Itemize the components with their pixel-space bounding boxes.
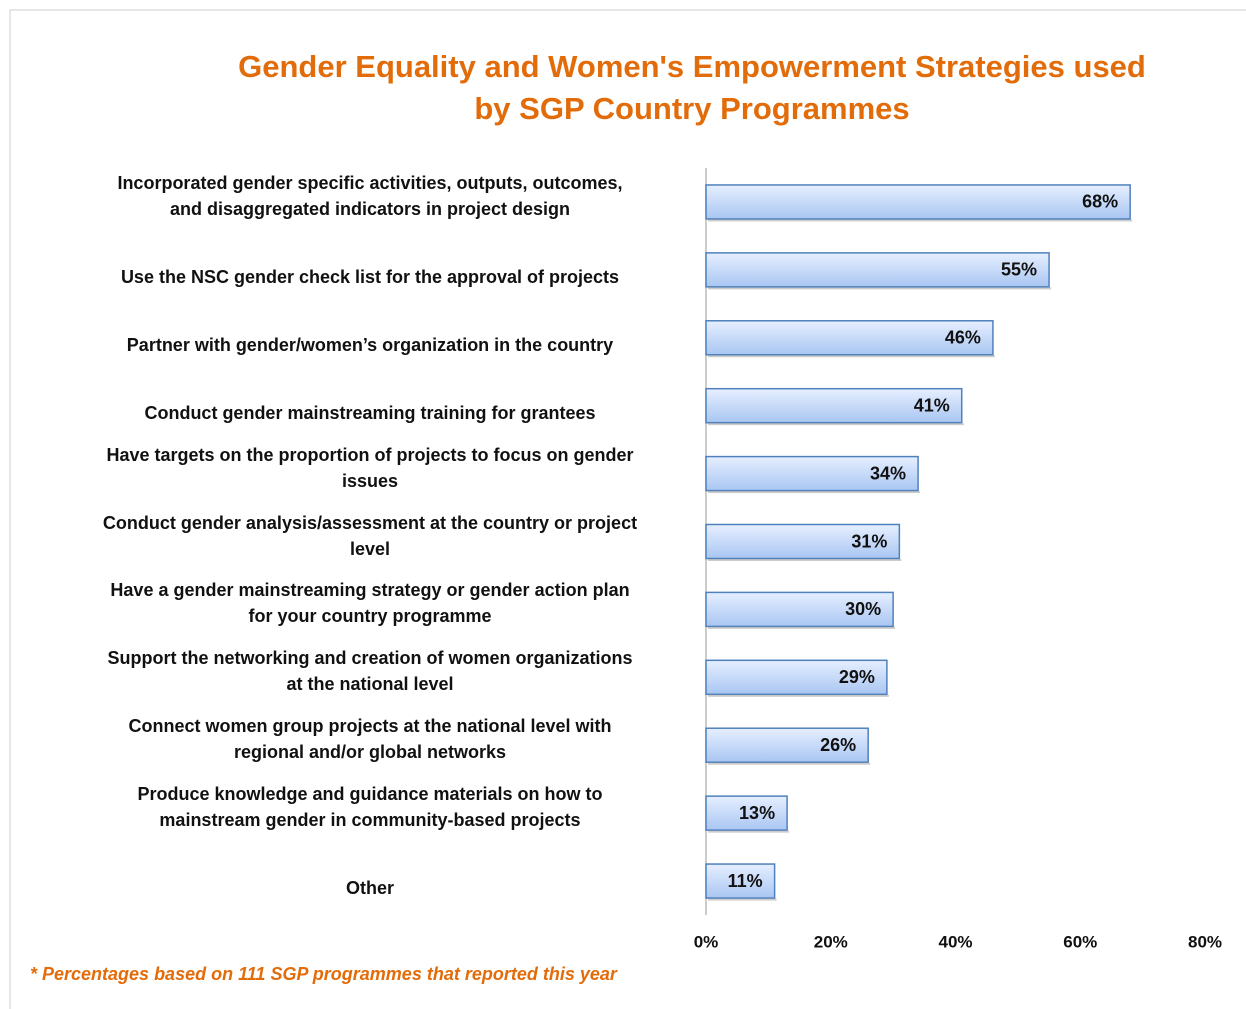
value-label: 30% <box>845 599 881 619</box>
y-tick-label: Produce knowledge and guidance materials… <box>137 784 603 831</box>
value-label: 68% <box>1082 192 1118 212</box>
y-tick-label: Conduct gender mainstreaming training fo… <box>144 402 596 423</box>
bar-shadow <box>708 219 1133 222</box>
bar <box>705 795 788 831</box>
bar-shadow <box>708 762 871 765</box>
bar <box>705 591 894 628</box>
bar <box>705 863 776 899</box>
value-label: 34% <box>870 463 906 483</box>
y-tick-label: Conduct gender analysis/assessment at th… <box>102 512 638 559</box>
y-tick-label: Use the NSC gender check list for the ap… <box>120 266 620 287</box>
x-tick-label: 80% <box>1188 932 1222 951</box>
bar-shadow <box>708 491 921 494</box>
chart-title: Gender Equality and Women's Empowerment … <box>238 49 1146 126</box>
x-tick-label: 40% <box>938 932 972 951</box>
bar <box>705 252 1050 288</box>
value-label: 55% <box>1001 260 1037 280</box>
value-label: 11% <box>728 871 763 891</box>
bar-shadow <box>708 830 790 833</box>
value-label: 31% <box>851 531 887 551</box>
value-label: 29% <box>839 667 875 687</box>
bar <box>705 320 994 356</box>
bar-shadow <box>708 559 902 561</box>
bar <box>705 184 1131 220</box>
y-tick-label: Partner with gender/women’s organization… <box>126 334 614 355</box>
bar <box>705 659 888 696</box>
bar-shadow <box>708 626 896 629</box>
bar <box>705 387 963 424</box>
y-tick-label: Have a gender mainstreaming strategy or … <box>110 580 630 627</box>
bar <box>705 455 919 492</box>
value-label: 41% <box>914 395 950 415</box>
value-label: 13% <box>739 803 775 823</box>
bar-shadow <box>708 355 995 358</box>
bar <box>705 727 869 763</box>
y-tick-label: Other <box>345 878 394 899</box>
y-tick-label: Incorporated gender specific activities,… <box>117 172 623 219</box>
y-tick-label: Support the networking and creation of w… <box>107 648 633 695</box>
value-label: 46% <box>945 328 981 348</box>
x-tick-label: 0% <box>694 932 719 951</box>
y-tick-label: Have targets on the proportion of projec… <box>106 444 634 491</box>
value-label: 26% <box>820 735 856 755</box>
y-tick-label: Connect women group projects at the nati… <box>128 716 612 763</box>
x-tick-label: 60% <box>1063 932 1097 951</box>
bar-shadow <box>708 423 964 426</box>
bar-shadow <box>708 287 1052 290</box>
x-tick-label: 20% <box>814 932 848 951</box>
bar-shadow <box>708 694 889 697</box>
footnote: * Percentages based on 111 SGP programme… <box>30 964 617 984</box>
frame <box>9 9 1246 1009</box>
bar <box>705 523 901 560</box>
bar-shadow <box>708 898 777 901</box>
